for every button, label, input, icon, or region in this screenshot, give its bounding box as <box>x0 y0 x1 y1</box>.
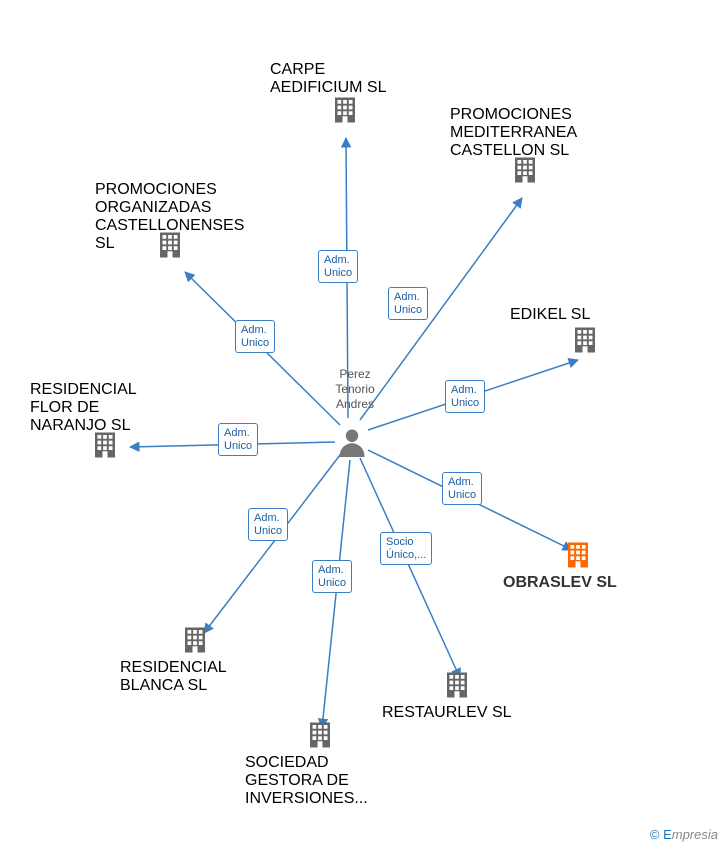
company-label: PROMOCIONES ORGANIZADAS CASTELLONENSES S… <box>95 181 245 253</box>
center-person[interactable] <box>337 427 367 462</box>
edge-label-obraslev: Adm. Unico <box>442 472 482 505</box>
building-icon <box>510 155 540 190</box>
copyright-symbol: © <box>650 827 660 842</box>
company-label: PROMOCIONES MEDITERRANEA CASTELLON SL <box>450 106 600 160</box>
building-icon <box>570 325 600 360</box>
edge-residencial_b <box>204 455 340 633</box>
company-label: SOCIEDAD GESTORA DE INVERSIONES... <box>245 754 395 808</box>
building-icon <box>305 720 335 755</box>
watermark: © Empresia <box>650 827 718 842</box>
edge-label-residencial_b: Adm. Unico <box>248 508 288 541</box>
watermark-e: E <box>663 827 672 842</box>
edge-label-flor: Adm. Unico <box>218 423 258 456</box>
center-label: Perez Tenorio Andres <box>330 367 380 412</box>
building-icon <box>563 540 593 575</box>
network-diagram: Perez Tenorio Andres CARPE AEDIFICIUM SL P… <box>0 0 728 850</box>
edge-label-edikel: Adm. Unico <box>445 380 485 413</box>
company-label: RESTAURLEV SL <box>382 704 532 722</box>
company-label: OBRASLEV SL <box>503 574 653 592</box>
building-icon <box>180 625 210 660</box>
edge-label-restaurlev: Socio Único,... <box>380 532 432 565</box>
building-icon <box>442 670 472 705</box>
company-label: EDIKEL SL <box>510 306 660 324</box>
company-label: CARPE AEDIFICIUM SL <box>270 61 420 97</box>
edge-label-carpe: Adm. Unico <box>318 250 358 283</box>
company-label: RESIDENCIAL BLANCA SL <box>120 659 270 695</box>
person-icon <box>337 444 367 461</box>
company-label: RESIDENCIAL FLOR DE NARANJO SL <box>30 381 180 435</box>
edge-label-promo_org: Adm. Unico <box>235 320 275 353</box>
edge-label-sociedad: Adm. Unico <box>312 560 352 593</box>
edge-label-promo_med: Adm. Unico <box>388 287 428 320</box>
building-icon <box>90 430 120 465</box>
building-icon <box>330 95 360 130</box>
watermark-mpresia: mpresia <box>672 827 718 842</box>
edge-sociedad <box>322 460 350 728</box>
